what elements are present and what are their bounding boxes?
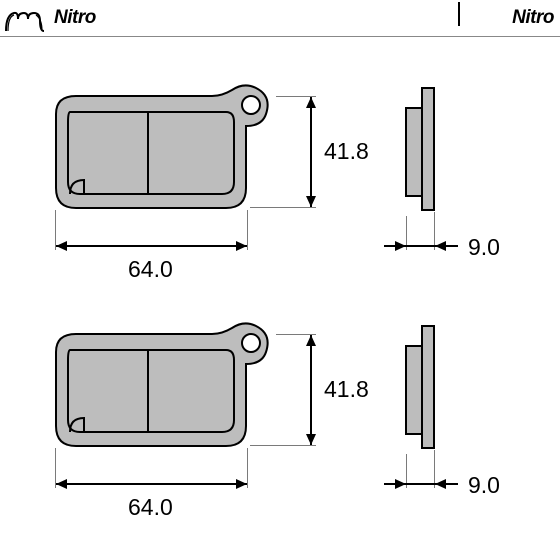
arrow-icon (435, 479, 446, 489)
dim-height-bottom: 41.8 (324, 376, 369, 403)
diagram-stage: 64.0 41.8 9.0 64.0 41.8 9.0 (0, 60, 560, 550)
dim-height-top: 41.8 (324, 138, 369, 165)
dim-line-height-bottom (310, 335, 312, 445)
arrow-icon (306, 335, 316, 346)
header: Nitro Nitro (0, 0, 560, 36)
arrow-icon (306, 196, 316, 207)
ext-line (250, 445, 316, 446)
arrow-icon (56, 479, 67, 489)
ext-line (247, 448, 248, 488)
ext-line (247, 210, 248, 250)
dim-line-height-top (310, 97, 312, 207)
arrow-icon (306, 97, 316, 108)
brake-pad-face-bottom (40, 318, 275, 463)
arrow-icon (395, 241, 406, 251)
arrow-icon (236, 479, 247, 489)
dim-line-width-bottom (56, 483, 247, 485)
brake-pad-side-top (398, 86, 442, 214)
arrow-icon (306, 434, 316, 445)
brake-pad-side-bottom (398, 324, 442, 452)
arrow-icon (56, 241, 67, 251)
brake-pad-face-top (40, 80, 275, 225)
arrow-icon (395, 479, 406, 489)
dim-thick-top: 9.0 (468, 234, 500, 261)
brand-label-left: Nitro (54, 7, 96, 29)
dim-thick-bottom: 9.0 (468, 472, 500, 499)
brand-logo (4, 7, 46, 33)
dim-width-top: 64.0 (128, 256, 173, 283)
dim-width-bottom: 64.0 (128, 494, 173, 521)
header-rule (0, 36, 560, 37)
arrow-icon (435, 241, 446, 251)
arrow-icon (236, 241, 247, 251)
ext-line (250, 207, 316, 208)
header-separator (458, 2, 460, 26)
dim-line-width-top (56, 245, 247, 247)
brand-label-right: Nitro (512, 7, 554, 29)
